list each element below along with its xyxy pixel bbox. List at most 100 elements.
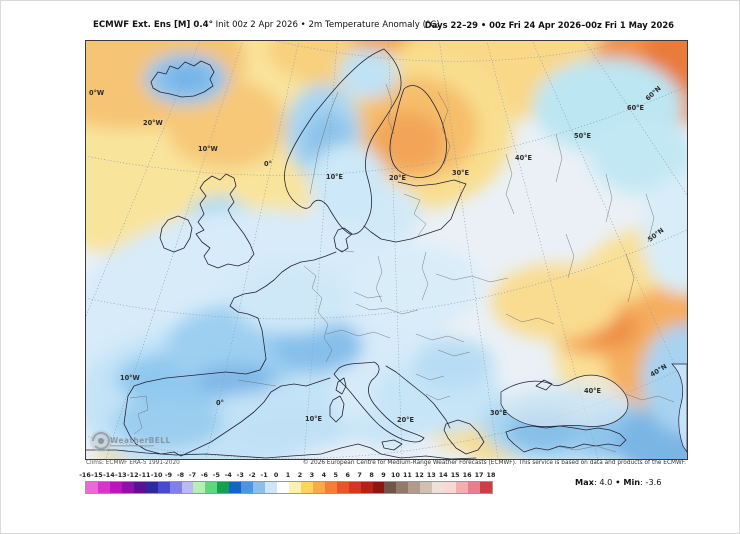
- graticule-label: 10°E: [305, 415, 322, 423]
- colorbar-tick-label: -1: [260, 471, 268, 479]
- colorbar-tick-label: 3: [309, 471, 315, 479]
- colorbar-segment: [444, 482, 457, 493]
- logo-text: WeatherBELL: [110, 436, 171, 445]
- coastlines: [86, 48, 627, 459]
- colorbar-tick-label: 6: [345, 471, 350, 479]
- colorbar-tick-label: 7: [357, 471, 362, 479]
- colorbar-tick-label: -16: [79, 471, 91, 479]
- colorbar-tick-label: 9: [381, 471, 386, 479]
- colorbar-tick-label: -11: [138, 471, 151, 479]
- colorbar-tick-label: 4: [321, 471, 327, 479]
- graticule-lines: [86, 41, 687, 459]
- black-sea-outline: [500, 374, 629, 427]
- graticule-label: 20°E: [397, 416, 414, 424]
- graticule-label: 0°: [216, 399, 224, 407]
- graticule-label: 40°E: [515, 154, 532, 162]
- colorbar-tick-label: -7: [188, 471, 197, 479]
- colorbar-tick-label: 11: [402, 471, 412, 479]
- stats-separator: •: [612, 477, 624, 487]
- colorbar-segment: [432, 482, 445, 493]
- colorbar-segment: [360, 482, 373, 493]
- caspian-sea-outline: [671, 363, 687, 453]
- max-label: Max: [575, 477, 594, 487]
- weatherbell-logo: WeatherBELL: [88, 427, 178, 455]
- colorbar-segment: [205, 482, 218, 493]
- anomaly-field: [86, 41, 687, 459]
- colorbar-tick-label: 0: [273, 471, 279, 479]
- colorbar-tick-label: -6: [200, 471, 208, 479]
- colorbar-segment: [372, 482, 385, 493]
- colorbar-tick-label: -4: [224, 471, 232, 479]
- graticule-label: 30°E: [490, 409, 507, 417]
- colorbar-segment: [348, 482, 361, 493]
- colorbar-tick-label: 18: [486, 471, 496, 479]
- colorbar-segment: [193, 482, 206, 493]
- colorbar: [85, 481, 493, 494]
- colorbar-tick-label: 10: [391, 471, 400, 479]
- colorbar-tick-label: -15: [91, 471, 103, 479]
- graticule-label: 10°E: [326, 173, 343, 181]
- colorbar-tick-label: -12: [126, 471, 139, 479]
- colorbar-segment: [384, 482, 397, 493]
- graticule-label: 30°E: [452, 169, 469, 177]
- colorbar-segment: [145, 482, 158, 493]
- colorbar-segment: [229, 482, 242, 493]
- min-colon: :: [640, 477, 646, 487]
- colorbar-segment: [121, 482, 134, 493]
- min-label: Min: [623, 477, 641, 487]
- map-canvas: 0°W 20°W 10°W 0° 10°E 20°E 30°E 40°E 50°E 60°E 60°…: [85, 40, 688, 460]
- colorbar-tick-label: 2: [297, 471, 303, 479]
- colorbar-segment: [133, 482, 146, 493]
- colorbar-segment: [217, 482, 230, 493]
- colorbar-tick-label: 13: [426, 471, 436, 479]
- map-title: ECMWF Ext. Ens [M] 0.4° Init 00z 2 Apr 2…: [93, 20, 440, 30]
- colorbar-tick-label: 16: [462, 471, 472, 479]
- max-colon: :: [593, 477, 600, 487]
- colorbar-tick-label: 17: [474, 471, 484, 479]
- colorbar-tick-label: -10: [150, 471, 163, 479]
- colorbar-segment: [253, 482, 266, 493]
- colorbar-segment: [396, 482, 409, 493]
- graticule-label: 60°E: [627, 104, 644, 112]
- colorbar-tick-label: -3: [236, 471, 244, 479]
- title-detail: Init 00z 2 Apr 2026 • 2m Temperature Ano…: [212, 20, 440, 30]
- colorbar-segment: [312, 482, 325, 493]
- graticule-label: 0°W: [89, 89, 105, 97]
- model-name: ECMWF Ext. Ens [M] 0.4°: [93, 20, 213, 30]
- colorbar-tick-label: 5: [333, 471, 338, 479]
- country-borders: [129, 83, 675, 453]
- colorbar-segment: [86, 482, 98, 493]
- graticule-label: 0°: [264, 160, 272, 168]
- graticule-label: 40°E: [584, 387, 601, 395]
- europe-anomaly-map: 0°W20°W10°W0°10°E 20°E30°E40°E50°E60°E60°…: [86, 41, 687, 459]
- colorbar-segment: [169, 482, 182, 493]
- climatology-note: Clims: ECMWF ERA-5 1991-2020: [86, 460, 180, 466]
- colorbar-tick-label: 14: [438, 471, 448, 479]
- colorbar-tick-label: 12: [414, 471, 424, 479]
- colorbar-segment: [288, 482, 301, 493]
- colorbar-segment: [97, 482, 110, 493]
- colorbar-tick-label: -5: [212, 471, 220, 479]
- colorbar-segment: [479, 482, 492, 493]
- colorbar-segment: [420, 482, 433, 493]
- colorbar-segment: [265, 482, 277, 493]
- field-stats: Max: 4.0 • Min: -3.6: [575, 477, 661, 487]
- colorbar-segment: [181, 482, 194, 493]
- colorbar-segment: [324, 482, 337, 493]
- graticule-label: 10°W: [198, 145, 218, 153]
- colorbar-segment: [300, 482, 313, 493]
- colorbar-tick-label: 8: [369, 471, 374, 479]
- colorbar-tick-label: -9: [165, 471, 173, 479]
- copyright-note: © 2026 European Centre for Medium-Range …: [302, 460, 686, 466]
- graticule-label: 10°W: [120, 374, 140, 382]
- graticule-label: 50°E: [574, 132, 591, 140]
- hurricane-spiral-icon: [90, 430, 154, 452]
- graticule-label: 20°E: [389, 174, 406, 182]
- colorbar-segment: [336, 482, 349, 493]
- colorbar-ticks: -16 -15 -14 -13 -12 -11 -10 -9 -8 -7 -6 -5 -4 -3 -2 -1 0…: [79, 471, 495, 480]
- min-value: -3.6: [645, 477, 662, 487]
- colorbar-tick-label: -14: [103, 471, 115, 479]
- colorbar-segment: [468, 482, 480, 493]
- colorbar-tick-label: -13: [115, 471, 127, 479]
